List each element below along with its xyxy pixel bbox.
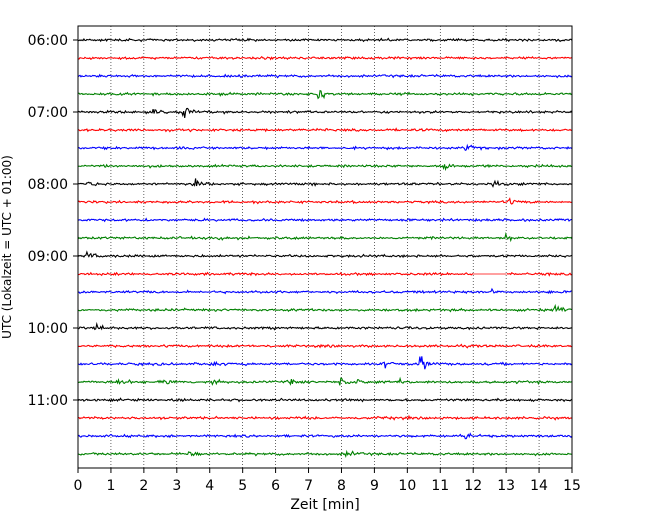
y-tick-label: 08:00 (28, 177, 68, 193)
seismogram-trace (77, 376, 573, 386)
x-tick-label: 15 (563, 478, 581, 494)
seismogram-trace (77, 231, 573, 243)
x-tick-label: 11 (431, 478, 449, 494)
seismogram-trace (77, 127, 573, 133)
seismogram-trace (77, 163, 573, 172)
seismogram-trace (77, 107, 573, 118)
grid-lines (110, 26, 540, 468)
y-tick-label: 10:00 (28, 321, 68, 337)
x-tick-label: 1 (106, 478, 115, 494)
x-axis-title: Zeit [min] (290, 497, 359, 513)
x-tick-label: 2 (139, 478, 148, 494)
x-tick-label: 5 (238, 478, 247, 494)
x-tick-label: 9 (370, 478, 379, 494)
seismogram-trace (77, 321, 573, 331)
x-axis: 0 1 2 3 4 5 6 7 8 9 10 11 12 13 14 15 (74, 468, 581, 494)
trace-group (77, 37, 573, 458)
seismogram-trace (77, 178, 573, 188)
seismogram-trace (77, 343, 573, 349)
seismogram-trace (77, 143, 573, 152)
plot-frame (77, 25, 573, 469)
seismogram-trace (77, 287, 573, 295)
seismogram-trace (77, 397, 573, 403)
seismogram-trace (77, 37, 573, 43)
seismogram-trace (77, 303, 573, 313)
seismogram-trace (77, 432, 573, 440)
y-tick-label: 11:00 (28, 393, 68, 409)
y-tick-label: 07:00 (28, 105, 68, 121)
x-tick-label: 0 (74, 478, 83, 494)
seismogram-trace (77, 55, 573, 61)
seismogram-trace (77, 73, 573, 79)
seismogram-trace (77, 356, 573, 370)
seismogram-trace (77, 197, 573, 205)
y-axis: 06:00 07:00 08:00 09:00 10:00 11:00 (28, 33, 78, 409)
seismogram-trace (77, 217, 572, 223)
y-tick-label: 06:00 (28, 33, 68, 49)
y-tick-label: 09:00 (28, 249, 68, 265)
x-tick-label: 13 (497, 478, 515, 494)
x-tick-label: 10 (398, 478, 416, 494)
seismogram-trace (77, 271, 573, 277)
x-tick-label: 3 (172, 478, 181, 494)
x-tick-label: 6 (271, 478, 280, 494)
x-tick-label: 8 (337, 478, 346, 494)
seismogram-trace (77, 89, 573, 100)
seismogram-trace (77, 250, 573, 259)
x-tick-label: 7 (304, 478, 313, 494)
seismogram-trace (77, 414, 573, 421)
y-axis-title: UTC (Lokalzeit = UTC + 01:00) (0, 155, 14, 339)
x-tick-label: 12 (464, 478, 482, 494)
x-tick-label: 4 (205, 478, 214, 494)
seismogram-trace (77, 449, 573, 458)
x-tick-label: 14 (530, 478, 548, 494)
